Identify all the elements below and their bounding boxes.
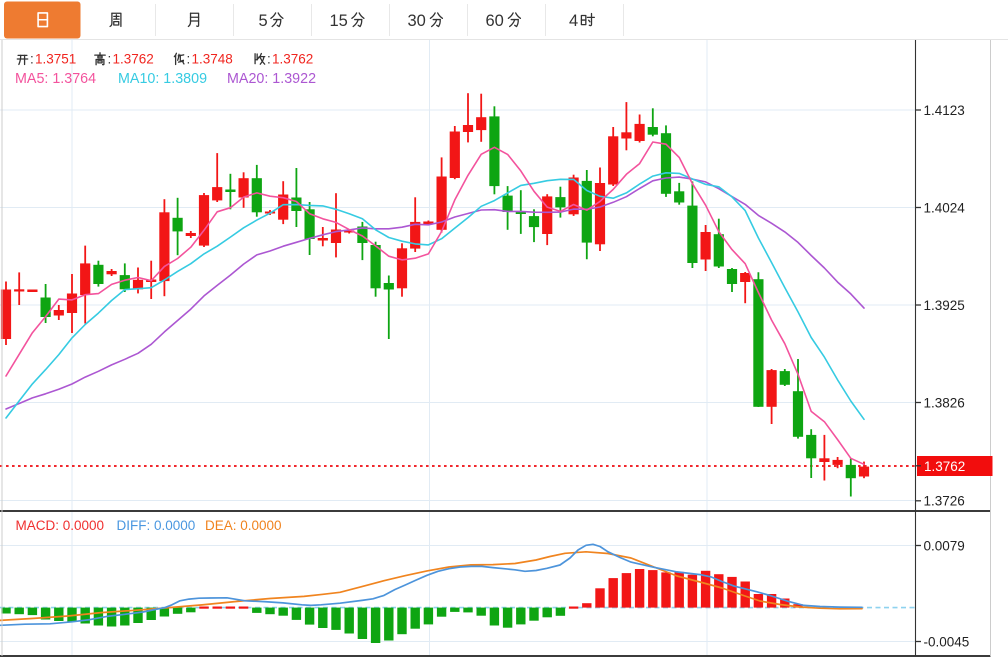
svg-text::: :	[187, 52, 191, 67]
svg-text:MA5: 1.3764: MA5: 1.3764	[15, 71, 96, 87]
svg-text:1.3826: 1.3826	[924, 395, 965, 410]
svg-text:DEA: 0.0000: DEA: 0.0000	[205, 518, 282, 533]
svg-text:1.4024: 1.4024	[924, 200, 966, 215]
svg-text:1.3762: 1.3762	[113, 52, 154, 67]
svg-text:MACD: 0.0000: MACD: 0.0000	[16, 518, 105, 533]
svg-text:1.3762: 1.3762	[924, 459, 965, 474]
svg-text:5: 5	[259, 12, 268, 30]
svg-text:30: 30	[408, 12, 426, 30]
svg-text::: :	[30, 52, 34, 67]
svg-text:1.3925: 1.3925	[924, 298, 965, 313]
svg-text:MA20: 1.3922: MA20: 1.3922	[227, 71, 316, 87]
svg-text:1.4123: 1.4123	[924, 103, 965, 118]
svg-text:1.3762: 1.3762	[272, 52, 313, 67]
svg-text:DIFF: 0.0000: DIFF: 0.0000	[117, 518, 196, 533]
svg-text:1.3751: 1.3751	[35, 52, 76, 67]
svg-text:1.3726: 1.3726	[924, 494, 965, 509]
svg-text:-0.0045: -0.0045	[924, 634, 970, 649]
svg-text::: :	[267, 52, 271, 67]
svg-text:4: 4	[569, 12, 578, 30]
svg-text:1.3748: 1.3748	[192, 52, 233, 67]
svg-text:0.0079: 0.0079	[924, 538, 965, 553]
svg-text::: :	[108, 52, 112, 67]
svg-text:15: 15	[330, 12, 348, 30]
svg-text:MA10: 1.3809: MA10: 1.3809	[118, 71, 207, 87]
svg-text:60: 60	[486, 12, 504, 30]
